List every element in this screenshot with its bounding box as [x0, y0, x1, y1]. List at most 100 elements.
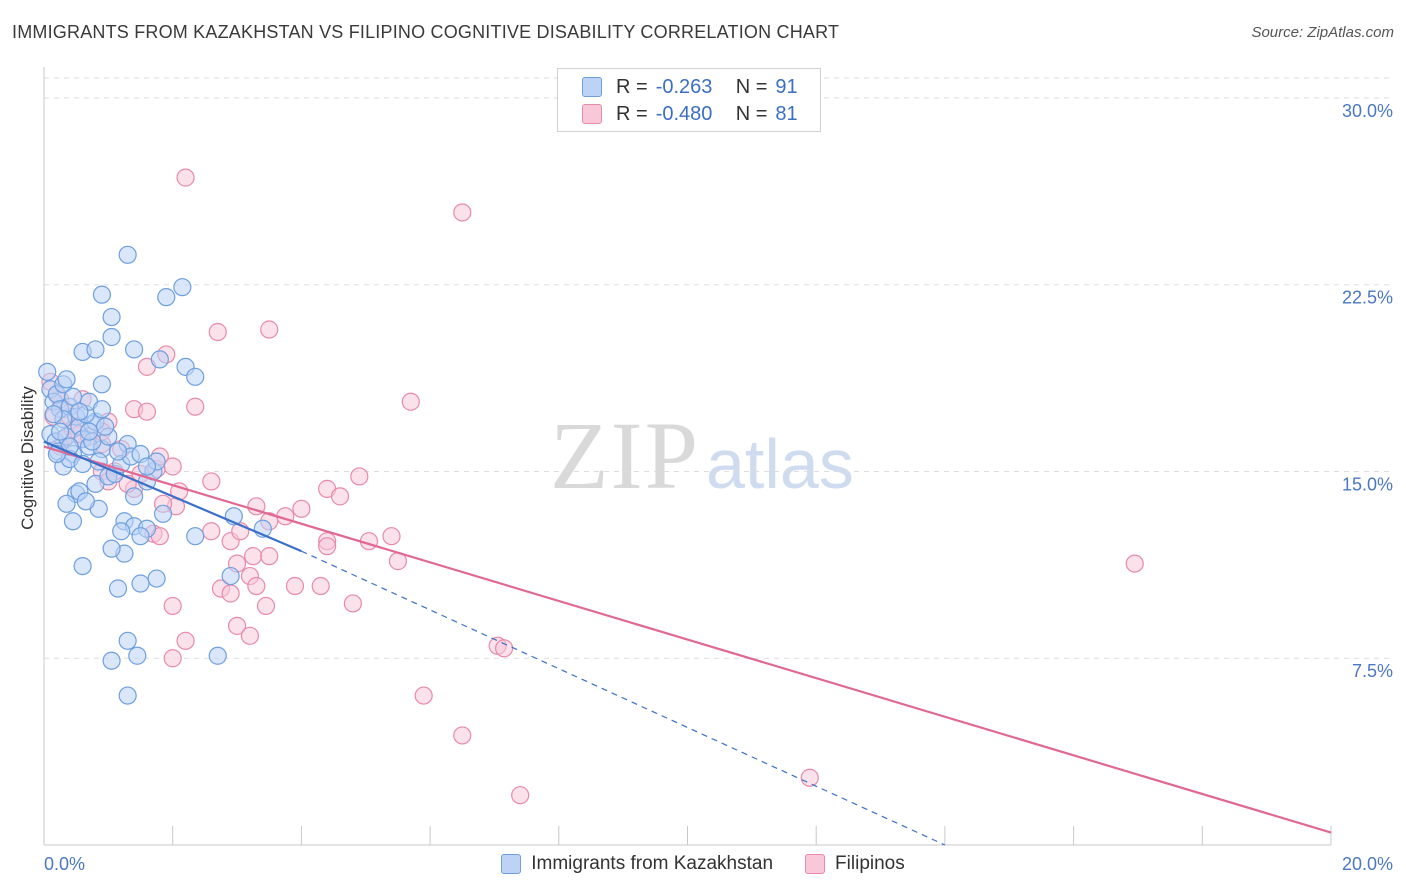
filipino-point [244, 547, 263, 566]
x-tick-label: 0.0% [44, 854, 85, 874]
x-tick-label: 20.0% [1342, 854, 1393, 874]
kazakhstan-point [57, 370, 76, 389]
kazakhstan-point [118, 245, 137, 264]
kazakhstan-point [70, 402, 89, 421]
y-tick-label: 22.5% [1342, 288, 1393, 308]
r-value: -0.263 [655, 75, 713, 98]
filipino-point [256, 596, 276, 616]
r-key: R = [616, 102, 648, 125]
kazakhstan-point [208, 646, 227, 665]
y-tick-label: 7.5% [1352, 661, 1393, 681]
filipino-point [285, 576, 305, 596]
filipino-point [137, 402, 157, 421]
kazakhstan-point [44, 405, 63, 424]
kazakhstan-trend-line [43, 440, 302, 553]
legend: Immigrants from Kazakhstan Filipinos [0, 851, 1406, 877]
chart-title: IMMIGRANTS FROM KAZAKHSTAN VS FILIPINO C… [12, 22, 840, 42]
filipino-point [292, 499, 311, 518]
kazakhstan-point [108, 579, 128, 598]
kazakhstan-point [63, 512, 83, 531]
filipino-point [176, 168, 195, 187]
filipino-point [350, 467, 369, 486]
kazakhstan-point [73, 556, 92, 576]
kazakhstan-point [131, 574, 150, 593]
kazakhstan-point [102, 307, 121, 327]
stats-row-kazakhstan: R = -0.263 N = 91 [558, 73, 798, 101]
kazakhstan-point [124, 487, 144, 506]
kazakhstan-point [50, 422, 70, 441]
filipino-point [163, 457, 182, 476]
kazakhstan-point [131, 527, 150, 546]
filipino-point [382, 527, 401, 546]
legend-item-filipinos[interactable]: Filipinos [805, 853, 905, 875]
kazakhstan-point [137, 457, 157, 476]
kazakhstan-point [63, 387, 83, 406]
kazakhstan-point [79, 422, 99, 441]
kazakhstan-point [112, 522, 131, 541]
filipino-point [1125, 554, 1144, 573]
filipino-point [495, 639, 514, 658]
filipino-point [202, 472, 221, 491]
kazakhstan-point [186, 527, 205, 546]
filipino-point [186, 397, 205, 416]
kazakhstan-point [150, 350, 169, 369]
filipino-point [260, 320, 279, 339]
kazakhstan-point [92, 400, 112, 419]
kazakhstan-point [186, 367, 205, 386]
kazakhstan-point [86, 340, 105, 359]
filipino-point [260, 547, 279, 566]
filipino-point [221, 584, 240, 603]
kazakhstan-point [102, 539, 121, 558]
kazakhstan-point [38, 362, 57, 381]
kazakhstan-point [118, 631, 137, 650]
filipino-point [227, 616, 247, 635]
filipino-point [511, 786, 530, 805]
filipino-point [800, 768, 819, 787]
kazakhstan-point [147, 569, 166, 588]
kazakhstan-point [124, 340, 144, 359]
filipino-point [330, 487, 350, 506]
r-value: -0.480 [655, 102, 713, 125]
kazakhstan-point [76, 492, 95, 511]
stats-row-filipinos: R = -0.480 N = 81 [558, 100, 798, 128]
kazakhstan-point [102, 651, 121, 670]
filipino-point [163, 596, 182, 616]
stats-box: R = -0.263 N = 91 R = -0.480 N = 81 [557, 68, 821, 132]
filipino-point [453, 726, 472, 745]
kazakhstan-trend-extension [301, 550, 946, 846]
filipino-point [453, 203, 472, 222]
n-key: N = [735, 75, 768, 98]
trend-layer [43, 440, 1332, 846]
points-layer [38, 168, 1144, 805]
y-tick-label: 30.0% [1342, 101, 1393, 121]
blue-swatch-icon [582, 77, 602, 97]
filipino-point [208, 322, 227, 342]
pink-swatch-icon [805, 854, 826, 874]
legend-item-kazakhstan[interactable]: Immigrants from Kazakhstan [501, 853, 773, 875]
filipino-point [414, 686, 433, 705]
kazakhstan-point [102, 327, 121, 347]
r-key: R = [616, 75, 648, 98]
source-label: Source: ZipAtlas.com [1251, 24, 1394, 41]
legend-label: Filipinos [835, 853, 905, 874]
legend-label: Immigrants from Kazakhstan [531, 853, 774, 874]
blue-swatch-icon [501, 854, 522, 874]
filipino-point [311, 576, 330, 596]
filipino-point [202, 522, 221, 541]
kazakhstan-point [128, 646, 147, 665]
filipino-point [163, 649, 182, 668]
kazakhstan-point [57, 494, 76, 513]
y-tick-label: 15.0% [1342, 474, 1393, 494]
n-value: 81 [775, 102, 798, 125]
filipino-point [401, 392, 420, 411]
n-value: 91 [775, 75, 798, 98]
kazakhstan-point [118, 686, 137, 705]
kazakhstan-point [92, 285, 112, 304]
tick-label-layer: 7.5% 15.0% 22.5% 30.0% 0.0% 20.0% [44, 101, 1393, 874]
kazakhstan-point [157, 288, 176, 307]
filipino-point [318, 537, 337, 556]
filipino-point [247, 576, 266, 596]
kazakhstan-point [92, 375, 112, 394]
filipino-trend-line [43, 445, 1332, 834]
